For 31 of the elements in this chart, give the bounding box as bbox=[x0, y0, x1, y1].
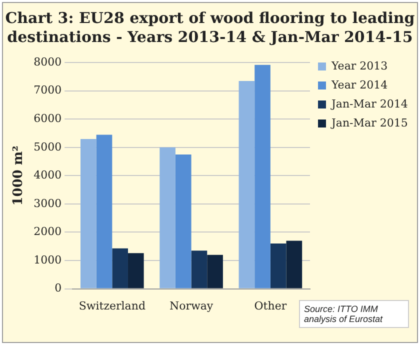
y-tick-label: 2000 bbox=[34, 225, 62, 238]
bar bbox=[207, 254, 223, 288]
bar bbox=[238, 80, 255, 288]
y-tick-label: 6000 bbox=[34, 112, 62, 126]
x-tick-label: Other bbox=[254, 299, 288, 312]
legend-label: Year 2014 bbox=[330, 78, 388, 92]
bar bbox=[160, 147, 176, 288]
bar bbox=[175, 154, 192, 288]
bar bbox=[80, 138, 96, 288]
y-tick-label: 3000 bbox=[34, 196, 62, 210]
chart-title: Chart 3: EU28 export of wood flooring to leading destinations - Years 2013-14 & Jan-Mar 2014-15 bbox=[4, 9, 416, 47]
bar bbox=[254, 64, 270, 288]
y-tick-label: 4000 bbox=[34, 168, 62, 182]
bar bbox=[191, 250, 208, 288]
x-tick-label: Norway bbox=[169, 299, 214, 312]
y-tick-label: 1000 bbox=[34, 253, 62, 266]
y-tick-label: 0 bbox=[54, 282, 62, 295]
legend-label: Year 2013 bbox=[330, 59, 388, 72]
bar bbox=[128, 253, 144, 288]
bar bbox=[270, 244, 286, 288]
bar bbox=[112, 248, 128, 288]
bar bbox=[286, 240, 302, 288]
legend-label: Jan-Mar 2014 bbox=[330, 97, 408, 110]
y-tick-label: 5000 bbox=[34, 140, 62, 154]
y-axis-title: 1000 m² bbox=[11, 146, 26, 206]
source-note: Source: ITTO IMM analysis of Eurostat bbox=[299, 300, 409, 328]
y-tick-label: 7000 bbox=[34, 84, 62, 97]
legend-label: Jan-Mar 2015 bbox=[330, 116, 408, 130]
x-tick-label: Switzerland bbox=[78, 299, 146, 312]
bar bbox=[96, 134, 112, 288]
y-tick-label: 8000 bbox=[34, 55, 62, 68]
